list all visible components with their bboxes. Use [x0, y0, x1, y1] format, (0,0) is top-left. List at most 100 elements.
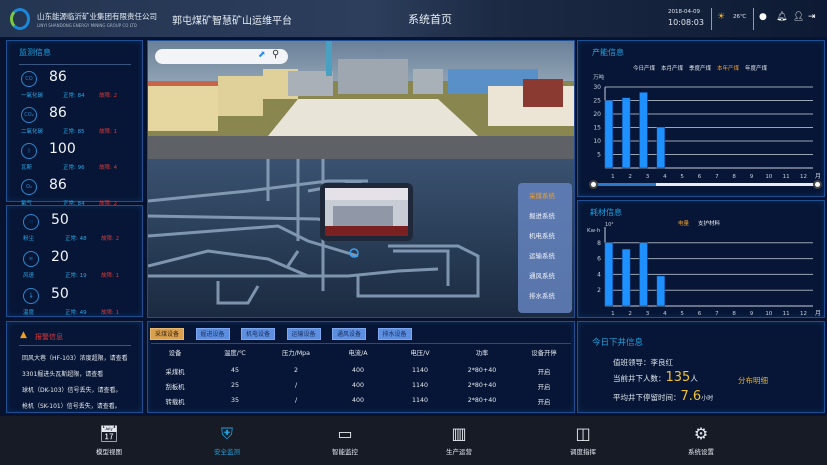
shield-icon: ⛨ [220, 424, 233, 443]
avg-value: 7.6 [680, 389, 702, 404]
nav-item[interactable]: ⚙ 系统设置 [666, 424, 736, 457]
distribution-detail-link[interactable]: 分布明细 [738, 376, 768, 385]
column-header: 电压/V [410, 350, 430, 357]
building-icon: ▥ [451, 424, 467, 443]
search-icon[interactable]: ⚲ [272, 49, 280, 60]
legend-item[interactable]: 年度产煤 [745, 66, 768, 72]
nav-item[interactable]: ⛨ 安全监测 [192, 424, 262, 457]
underground-count: 当前井下人数：135人 [613, 370, 698, 385]
gas-icon: CO [21, 71, 37, 87]
sensor-name: 粉尘 [23, 236, 35, 242]
sensor-fault-count: 故障: 1 [99, 129, 118, 135]
column-header: 设备开停 [531, 350, 557, 357]
x-tick-label: 5 [680, 311, 684, 317]
search-input[interactable] [155, 49, 288, 64]
calendar-chart-icon: 📅︎ [98, 424, 120, 443]
direction-icon[interactable]: ⬈ [258, 50, 266, 60]
x-tick-label: 7 [715, 311, 719, 317]
system-menu-item[interactable]: 运输系统 [529, 252, 555, 260]
equipment-tab[interactable]: 机电设备 [241, 328, 276, 340]
message-icon[interactable]: ● [759, 12, 767, 22]
legend-item[interactable]: 支护材料 [698, 221, 721, 227]
gas-icon: CO₂ [21, 107, 37, 123]
divider [151, 343, 571, 344]
legend-item[interactable]: 本年产煤 [717, 66, 740, 72]
downhole-panel: 今日下井信息 值班领导：李良红 当前井下人数：135人 分布明细 平均井下停留时… [577, 321, 825, 413]
legend-item[interactable]: 季度产煤 [689, 66, 712, 72]
divider [753, 8, 754, 30]
x-tick-label: 1 [611, 174, 615, 180]
y-axis-label: Kw·h [587, 228, 601, 234]
nav-item[interactable]: ◫ 调度指挥 [548, 425, 618, 457]
logout-icon[interactable]: ⇥ [808, 12, 816, 22]
system-menu-item[interactable]: 机电系统 [529, 232, 555, 240]
bar [604, 100, 614, 169]
x-tick-label: 1 [611, 311, 615, 317]
sensor-fault-count: 故障: 2 [99, 201, 118, 207]
equipment-tab[interactable]: 通风设备 [332, 328, 367, 340]
equipment-tab[interactable]: 掘进设备 [195, 328, 230, 340]
system-menu-item[interactable]: 掘进系统 [529, 212, 555, 220]
nav-label: 系统设置 [688, 448, 714, 456]
header-time: 10:08:03 [668, 18, 704, 27]
production-panel: 产能信息 [577, 40, 825, 197]
alarm-item[interactable]: 回风大巷（HF-103）浓度超限，请查看 [22, 355, 128, 362]
range-slider[interactable] [589, 180, 822, 189]
column-header: 压力/Mpa [281, 350, 310, 357]
divider [19, 64, 131, 65]
system-menu-item[interactable]: 通风系统 [529, 272, 555, 280]
y-tick-label: 10 [593, 138, 601, 145]
company-name: 山东能源临沂矿业集团有限责任公司 [37, 12, 157, 21]
alarm-item[interactable]: 球机（DK-103）信号丢失，请查看。 [22, 387, 122, 394]
sensor-value: 86 [49, 177, 67, 193]
divider [711, 8, 712, 30]
sensor-normal-count: 正常: 84 [63, 201, 85, 207]
bar [639, 242, 648, 307]
nav-item[interactable]: ▭ 智能监控 [310, 425, 380, 457]
bell-icon[interactable]: 🔔︎ [776, 12, 788, 22]
x-tick-label: 3 [646, 311, 650, 317]
duty-leader-name: 李良红 [650, 358, 674, 367]
column-header: 功率 [475, 350, 489, 357]
sensor-value: 86 [49, 105, 67, 121]
system-menu-item[interactable]: 排水系统 [529, 292, 555, 300]
legend-item[interactable]: 本月产煤 [661, 66, 684, 72]
header [0, 0, 827, 38]
nav-item[interactable]: 📅︎ 模型视图 [74, 424, 144, 457]
table-cell: / [294, 382, 298, 389]
table-cell: 1140 [411, 367, 429, 374]
duty-leader-label: 值班领导： [613, 358, 651, 367]
gear-icon: ⚙ [693, 424, 709, 443]
system-menu-item[interactable]: 采煤系统 [529, 192, 555, 200]
bar [656, 127, 666, 169]
page-title: 系统首页 [408, 13, 452, 26]
slider-handle-start[interactable] [589, 180, 598, 189]
alarm-item[interactable]: 3301掘进头瓦斯超限，请查看 [22, 371, 104, 378]
legend-item[interactable]: 今日产煤 [633, 66, 656, 72]
equipment-tab[interactable]: 运输设备 [286, 328, 321, 340]
count-unit: 人 [690, 374, 698, 383]
sensor-fault-count: 故障: 2 [101, 236, 120, 242]
table-cell: 2*80+40 [467, 367, 497, 374]
sensor-normal-count: 正常: 84 [63, 93, 85, 99]
nav-item[interactable]: ▥ 生产运营 [424, 424, 494, 457]
equipment-tab[interactable]: 排水设备 [377, 328, 412, 340]
duty-leader: 值班领导：李良红 [613, 357, 673, 368]
bar [621, 97, 631, 169]
nav-label: 生产运营 [446, 448, 472, 456]
user-icon[interactable]: 👤︎ [793, 12, 805, 22]
equipment-tab[interactable]: 采煤设备 [150, 328, 185, 340]
slider-handle-end[interactable] [813, 180, 822, 189]
sensor-normal-count: 正常: 85 [63, 129, 85, 135]
count-value: 135 [665, 370, 691, 385]
avg-unit: 小时 [701, 395, 714, 402]
system-menu [518, 183, 572, 313]
nav-label: 调度指挥 [570, 448, 596, 456]
sensor-normal-count: 正常: 96 [63, 165, 85, 171]
mine-3d-view[interactable]: ⬈ ⚲ [147, 40, 575, 318]
y-tick-label: 30 [593, 84, 601, 91]
legend-item[interactable]: 电量 [678, 221, 690, 227]
x-tick-label: 3 [646, 174, 650, 180]
alarm-item[interactable]: 枪机（SK-101）信号丢失，请查看。 [22, 403, 121, 410]
table-cell: 400 [351, 367, 365, 374]
